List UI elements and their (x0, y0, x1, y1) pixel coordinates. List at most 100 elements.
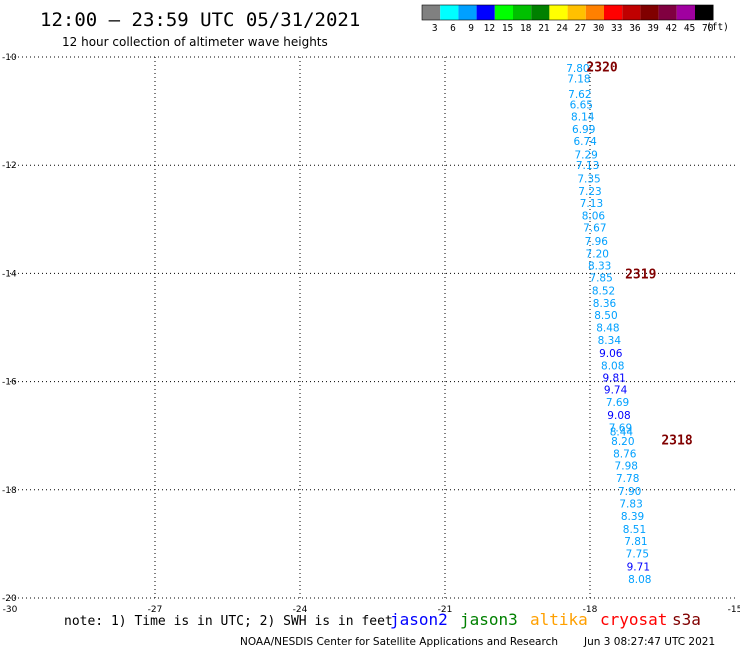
x-tick-label: -18 (583, 605, 598, 615)
wave-height-label: 9.06 (599, 348, 623, 360)
wave-height-label: 8.06 (582, 211, 606, 223)
y-tick-label: -18 (2, 486, 17, 496)
wave-height-label: 7.13 (580, 198, 603, 210)
x-tick-label: -21 (438, 605, 453, 615)
y-tick-label: -14 (2, 269, 17, 279)
satellite-legend-jason3: jason3 (460, 610, 518, 629)
x-tick-label: -30 (3, 605, 18, 615)
color-swatch (494, 5, 513, 20)
color-swatch (531, 5, 550, 20)
wave-height-label: 7.90 (618, 486, 641, 498)
color-scale-label: 9 (468, 23, 474, 34)
color-scale-label: 12 (484, 23, 495, 34)
wave-height-label: 9.74 (604, 385, 628, 397)
satellite-legend-cryosat: cryosat (600, 610, 667, 629)
wave-height-label: 9.81 (602, 372, 625, 384)
wave-height-label: 7.20 (586, 248, 609, 260)
x-axis-ticks: -30 -27 -24 -21 -18 -15 (3, 605, 740, 615)
color-scale-label: 70 (702, 23, 714, 34)
color-scale-label: 45 (684, 23, 695, 34)
wave-height-label: 7.13 (576, 160, 599, 172)
color-scale-label: 27 (575, 23, 586, 34)
pass-labels: 2320 2319 2318 (586, 61, 692, 449)
wave-height-label: 7.81 (624, 536, 647, 548)
color-scale-label: 18 (520, 23, 532, 34)
color-scale-label: 42 (666, 23, 677, 34)
satellite-legend-jason2: jason2 (390, 610, 448, 629)
wave-height-points: 7.807.187.626.658.146.996.747.297.137.35… (566, 63, 651, 586)
wave-height-label: 8.50 (594, 310, 617, 322)
color-swatch (658, 5, 677, 20)
satellite-legend-s3a: s3a (672, 610, 701, 629)
wave-height-label: 7.83 (619, 498, 642, 510)
pass-number-label: 2319 (625, 267, 656, 282)
satellite-legend-altika: altika (530, 610, 588, 629)
color-scale-label: 33 (611, 23, 622, 34)
x-tick-label: -27 (148, 605, 163, 615)
wave-height-label: 6.99 (572, 124, 595, 136)
color-swatch (676, 5, 695, 20)
wave-height-label: 7.75 (626, 549, 649, 561)
color-swatch (513, 5, 532, 20)
wave-height-label: 8.36 (593, 298, 617, 310)
wave-height-label: 9.08 (607, 410, 630, 422)
wave-height-label: 8.34 (598, 335, 622, 347)
pass-number-label: 2320 (586, 61, 617, 76)
color-swatch (549, 5, 568, 20)
wave-height-label: 7.67 (583, 222, 606, 234)
wave-height-label: 8.44 (610, 426, 634, 438)
wave-height-label: 7.80 (566, 63, 589, 75)
color-swatch (422, 5, 441, 20)
wave-height-label: 7.69 (609, 423, 632, 435)
wave-height-label: 8.52 (592, 286, 615, 298)
wave-height-label: 7.35 (577, 174, 600, 186)
color-scale-label: 15 (502, 23, 513, 34)
wave-height-label: 7.78 (616, 473, 639, 485)
color-scale-label: 6 (450, 23, 456, 34)
y-tick-label: -20 (2, 594, 17, 604)
color-scale-unit: (ft) (706, 22, 729, 33)
x-tick-label: -24 (293, 605, 308, 615)
color-swatch (622, 5, 641, 20)
wave-height-label: 6.65 (570, 100, 593, 112)
color-scale-label: 36 (629, 23, 641, 34)
satellite-legend: jason2 jason3 altika cryosat s3a (390, 610, 701, 629)
wave-height-label: 8.08 (601, 360, 624, 372)
wave-height-label: 7.18 (567, 74, 590, 86)
chart-title: 12:00 – 23:59 UTC 05/31/2021 (40, 9, 360, 31)
color-scale-legend: 3 6 9 12 15 18 21 24 27 30 33 36 39 42 45 70 (421, 4, 714, 34)
wave-height-label: 7.96 (585, 236, 609, 248)
footer-timestamp: Jun 3 08:27:47 UTC 2021 (583, 636, 715, 648)
wave-height-label: 8.51 (623, 524, 646, 536)
color-scale-label: 39 (647, 23, 659, 34)
color-scale-label: 21 (538, 23, 550, 34)
color-scale-label: 30 (593, 23, 605, 34)
color-swatch (604, 5, 623, 20)
color-swatch (458, 5, 477, 20)
wave-height-label: 8.14 (571, 112, 595, 124)
chart-grid (10, 56, 735, 599)
color-swatch (476, 5, 495, 20)
wave-height-label: 8.20 (611, 436, 634, 448)
color-swatch (567, 5, 586, 20)
footer-credit: NOAA/NESDIS Center for Satellite Applica… (240, 636, 558, 648)
wave-height-label: 7.69 (606, 397, 629, 409)
wave-height-label: 9.71 (627, 562, 650, 574)
y-tick-label: -16 (2, 378, 17, 388)
wave-height-label: 8.76 (613, 449, 637, 461)
color-swatch (695, 5, 714, 20)
color-scale-label: 24 (556, 23, 568, 34)
wave-height-label: 6.74 (573, 136, 597, 148)
x-tick-label: -15 (728, 605, 740, 615)
y-tick-label: -10 (2, 53, 17, 63)
pass-number-label: 2318 (661, 433, 692, 448)
wave-height-label: 8.33 (588, 260, 611, 272)
color-swatch (440, 5, 459, 20)
wave-height-label: 8.08 (628, 574, 651, 586)
wave-height-label: 7.29 (574, 149, 597, 161)
color-scale-frame (421, 4, 714, 21)
chart-subtitle: 12 hour collection of altimeter wave hei… (62, 35, 328, 49)
y-axis-ticks: -10 -12 -14 -16 -18 -20 (2, 53, 17, 604)
color-scale-label: 3 (432, 23, 438, 34)
